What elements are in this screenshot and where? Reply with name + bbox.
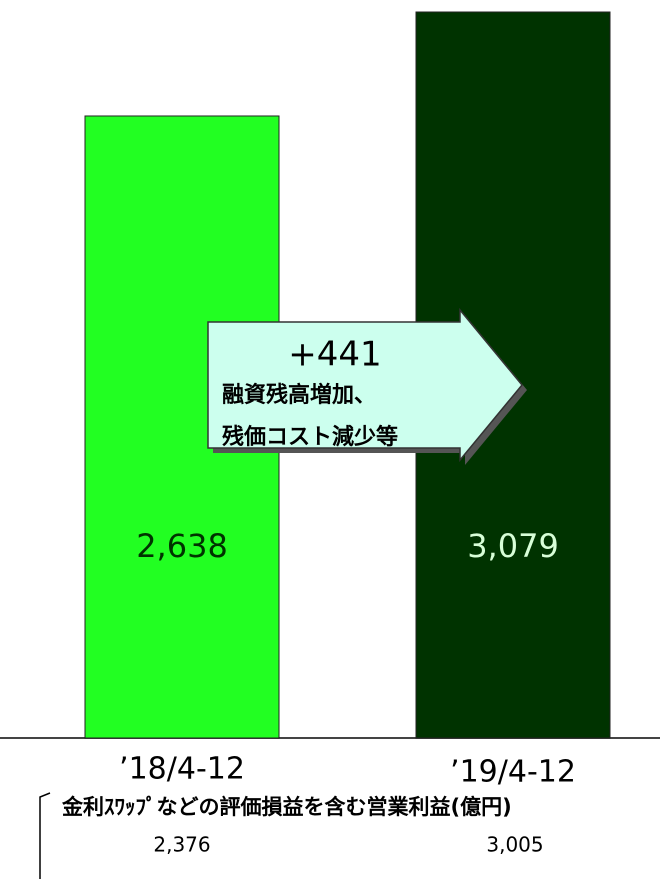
x-tick-label: ’19/4-12 bbox=[450, 755, 576, 790]
note-value: 3,005 bbox=[486, 833, 543, 857]
value-label: 3,079 bbox=[467, 527, 559, 565]
x-tick-label: ’18/4-12 bbox=[119, 752, 245, 787]
arrow-annotation: +441 融資残高増加、 残価コスト減少等 bbox=[207, 307, 527, 465]
arrow-text: 残価コスト減少等 bbox=[222, 424, 398, 450]
note: 金利ｽﾜｯﾌﾟなどの評価損益を含む営業利益(億円) 2,376 3,005 bbox=[39, 792, 544, 879]
arrow-value: +441 bbox=[288, 335, 381, 375]
bracket bbox=[39, 792, 51, 879]
arrow-text: 融資残高増加、 bbox=[222, 382, 376, 408]
note-title: 金利ｽﾜｯﾌﾟなどの評価損益を含む営業利益(億円) bbox=[61, 795, 512, 819]
value-label: 2,638 bbox=[136, 527, 228, 565]
note-value: 2,376 bbox=[153, 833, 210, 857]
arrow bbox=[207, 307, 523, 463]
